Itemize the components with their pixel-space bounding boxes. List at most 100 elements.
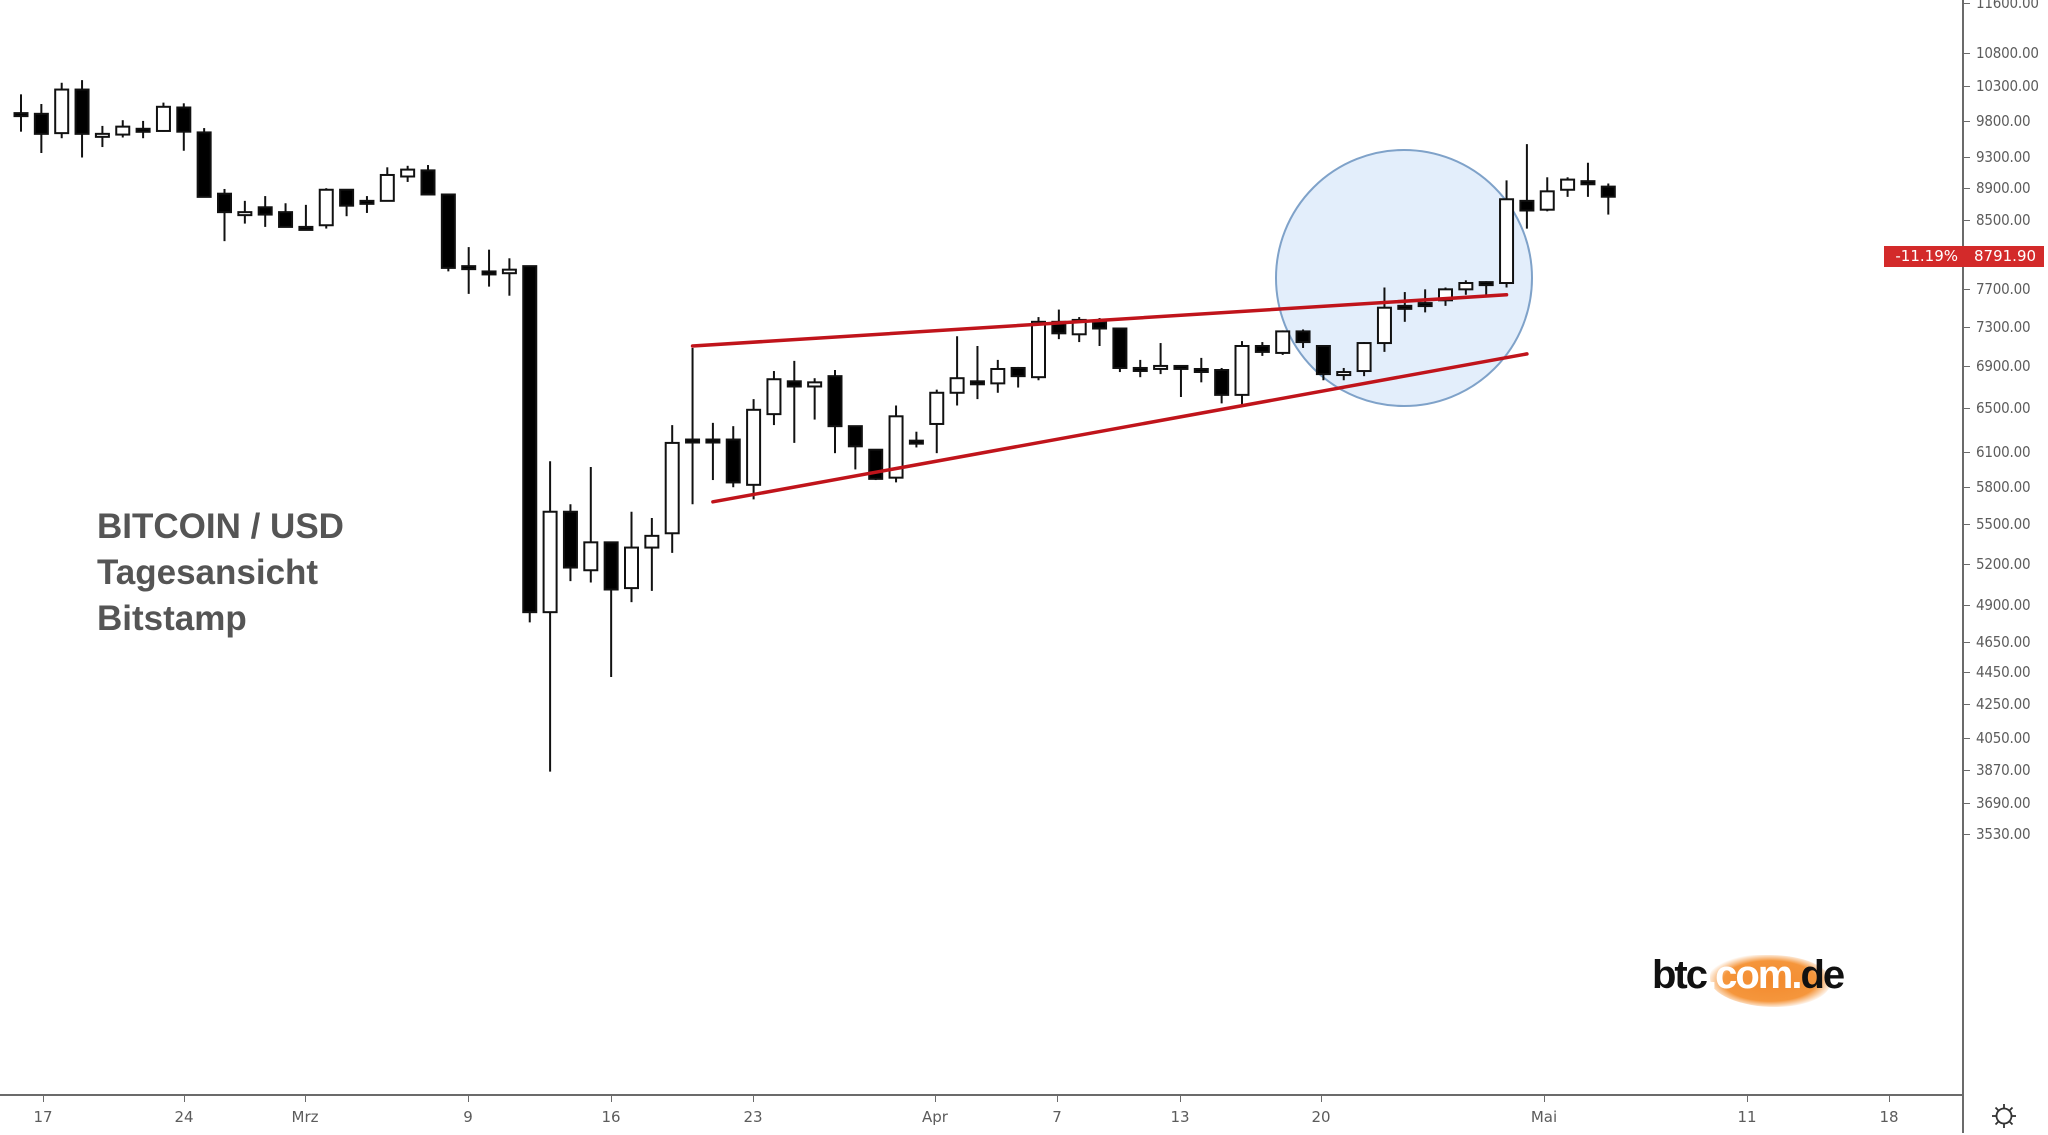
logo-orange-splash — [1710, 955, 1830, 1007]
candle — [685, 347, 701, 505]
time-tick-label: 13 — [1170, 1108, 1190, 1126]
candle — [339, 188, 355, 217]
candle — [807, 378, 823, 420]
candle — [1560, 177, 1576, 197]
candle — [1112, 327, 1128, 373]
tick-mark — [753, 1096, 754, 1102]
candle — [1010, 366, 1026, 388]
candle — [501, 258, 517, 296]
candle — [949, 336, 965, 406]
tick-mark — [1057, 1096, 1058, 1102]
candle — [583, 467, 599, 583]
candle — [908, 431, 924, 448]
time-tick-label: 24 — [174, 1108, 194, 1126]
candle — [990, 359, 1006, 393]
candle — [1295, 329, 1311, 348]
tick-mark — [1889, 1096, 1890, 1102]
candle — [94, 125, 110, 148]
candle — [746, 399, 762, 500]
candle — [359, 196, 375, 213]
price-tick-label: 3870.00 — [1976, 760, 2031, 779]
candle — [318, 188, 334, 229]
tick-mark — [1964, 641, 1970, 643]
candle — [54, 82, 70, 139]
tick-mark — [1964, 452, 1970, 453]
price-tick-label: 11600.00 — [1976, 0, 2039, 13]
price-tick-label: 4250.00 — [1976, 695, 2031, 714]
price-tick-label: 8900.00 — [1976, 179, 2031, 198]
candle — [237, 200, 253, 224]
candle — [1214, 367, 1230, 404]
candle — [176, 103, 192, 151]
time-axis[interactable]: 17 24 Mrz 9 16 23 Apr 7 13 20 Mai 11 18 — [0, 1094, 1962, 1135]
candle — [1173, 364, 1189, 397]
candle — [786, 360, 802, 443]
candle — [522, 265, 538, 623]
candle — [705, 422, 721, 481]
candle — [1234, 341, 1250, 405]
tick-mark — [305, 1096, 306, 1102]
price-tick-label: 10300.00 — [1976, 77, 2039, 96]
price-tick-label: 3530.00 — [1976, 825, 2031, 844]
time-tick-label: 23 — [743, 1108, 763, 1126]
tick-mark — [43, 1096, 44, 1102]
time-tick-label: 16 — [601, 1108, 621, 1126]
candle — [481, 249, 497, 287]
price-axis[interactable]: 11600.00 10800.00 10300.00 9800.00 9300.00 89… — [1962, 0, 2048, 1133]
tick-mark — [1964, 120, 1970, 122]
candle — [766, 371, 782, 426]
candle — [461, 247, 477, 294]
price-tick-label: 6500.00 — [1976, 398, 2031, 417]
tick-mark — [1747, 1096, 1748, 1102]
tick-mark — [611, 1096, 612, 1102]
price-tick-label: 10800.00 — [1976, 44, 2039, 63]
candle — [1356, 342, 1372, 377]
price-tick-label: 4650.00 — [1976, 632, 2031, 651]
tick-mark — [1964, 803, 1970, 805]
tick-mark — [1321, 1096, 1322, 1102]
candle — [74, 80, 90, 158]
title-pair: BITCOIN / USD — [97, 507, 344, 546]
price-tick-label: 4450.00 — [1976, 663, 2031, 682]
candle — [217, 188, 232, 242]
tick-mark — [184, 1096, 185, 1102]
price-tick-label: 8500.00 — [1976, 211, 2031, 230]
time-tick-label: 20 — [1311, 1108, 1331, 1126]
btc-com-de-logo: btc.com.de — [1652, 945, 1862, 1015]
candle — [1376, 287, 1392, 352]
candle — [1315, 344, 1331, 381]
candle — [155, 102, 171, 132]
tick-mark — [1964, 289, 1970, 291]
tick-mark — [1964, 605, 1970, 606]
candle — [379, 167, 395, 202]
candle — [1193, 357, 1209, 383]
candle — [400, 165, 416, 182]
candle — [1254, 342, 1270, 356]
candle — [420, 165, 436, 196]
tick-mark — [1964, 738, 1970, 740]
trendline[interactable] — [711, 352, 1529, 504]
tick-mark — [1964, 563, 1970, 565]
candle — [868, 448, 884, 481]
tick-mark — [1964, 53, 1970, 55]
candle — [969, 345, 985, 400]
chart-area[interactable] — [0, 0, 1962, 1094]
price-tick-label: 5200.00 — [1976, 554, 2031, 573]
candle — [1499, 180, 1515, 288]
candle — [440, 193, 456, 272]
candle — [1519, 144, 1535, 229]
tick-mark — [1180, 1096, 1181, 1102]
time-tick-label: 17 — [33, 1108, 53, 1126]
chart-title: BITCOIN / USD Tagesansicht Bitstamp — [97, 504, 344, 642]
time-tick-label: Apr — [922, 1108, 948, 1126]
price-tick-label: 7300.00 — [1976, 317, 2031, 336]
candle — [1031, 317, 1046, 381]
price-tick-label: 9300.00 — [1976, 148, 2031, 167]
settings-gear-icon[interactable] — [1990, 1102, 2018, 1130]
tick-mark — [1544, 1096, 1545, 1102]
logo-text: btc.com.de — [1652, 953, 1845, 997]
candle — [1153, 343, 1169, 375]
price-tick-label: 7700.00 — [1976, 280, 2031, 299]
price-tick-label: 6100.00 — [1976, 443, 2031, 461]
trendline[interactable] — [690, 293, 1509, 348]
